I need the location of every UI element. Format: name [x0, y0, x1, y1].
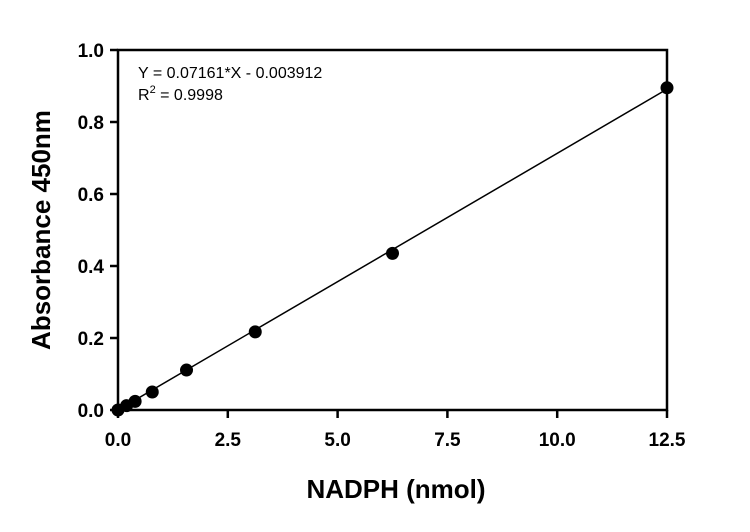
- y-tick-label: 0.6: [78, 185, 104, 206]
- x-tick-label: 5.0: [324, 430, 350, 451]
- x-tick-label: 2.5: [215, 430, 242, 451]
- fit-equation: Y = 0.07161*X - 0.003912: [138, 65, 322, 82]
- data-point: [145, 385, 159, 399]
- x-axis-title: NADPH (nmol): [306, 474, 485, 504]
- y-tick-label: 1.0: [78, 41, 104, 62]
- data-point: [180, 363, 194, 377]
- r-squared-prefix: R: [138, 87, 150, 104]
- r-squared-value: = 0.9998: [156, 87, 223, 104]
- data-point: [248, 325, 262, 339]
- data-point: [386, 246, 399, 260]
- x-tick-label: 7.5: [434, 430, 461, 451]
- y-tick-label: 0.8: [78, 113, 104, 134]
- plot-area: [116, 48, 669, 412]
- ticks-layer: 0.0 0.2 0.4 0.6 0.8 1.0 0.0 2.5 5.0 7.5 10.0 12.5: [78, 41, 686, 451]
- x-tick-label: 0.0: [105, 430, 131, 451]
- plot-frame: [116, 48, 669, 412]
- r-squared: R2 = 0.9998: [138, 84, 223, 104]
- data-point: [660, 81, 674, 95]
- r-squared-superscript: 2: [150, 84, 156, 96]
- x-tick-label: 10.0: [539, 430, 576, 451]
- points-layer: [111, 81, 674, 417]
- y-tick-label: 0.2: [78, 329, 104, 350]
- y-tick-label: 0.4: [78, 257, 105, 278]
- x-tick-label: 12.5: [649, 430, 686, 451]
- y-tick-label: 0.0: [78, 401, 104, 422]
- data-point: [128, 394, 142, 408]
- y-axis-title: Absorbance 450nm: [26, 110, 56, 350]
